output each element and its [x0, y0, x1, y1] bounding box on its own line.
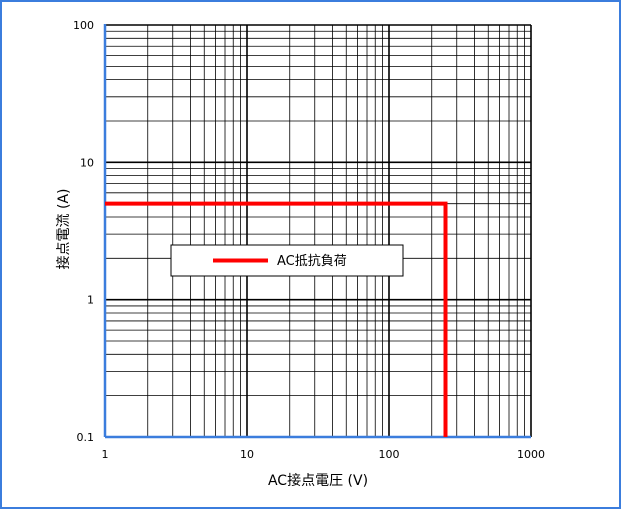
x-tick-label: 10: [240, 448, 254, 461]
y-tick-label: 100: [73, 19, 94, 32]
y-axis-title: 接点電流 (A): [55, 189, 72, 270]
y-tick-label: 10: [80, 156, 94, 169]
x-tick-label: 100: [379, 448, 400, 461]
series-line: [105, 201, 448, 437]
grid: [104, 24, 532, 438]
series-layer: [105, 201, 448, 437]
x-tick-label: 1: [102, 448, 109, 461]
y-tick-label: 0.1: [77, 431, 95, 444]
x-axis-title: AC接点電圧 (V): [268, 472, 368, 489]
legend-label: AC抵抗負荷: [277, 254, 347, 269]
axes: 1 10 100 1000 0.1 1 10 100: [73, 19, 545, 461]
legend: AC抵抗負荷: [170, 244, 404, 277]
legend-box: [170, 244, 404, 277]
x-tick-label: 1000: [517, 448, 545, 461]
y-tick-label: 1: [87, 294, 94, 307]
